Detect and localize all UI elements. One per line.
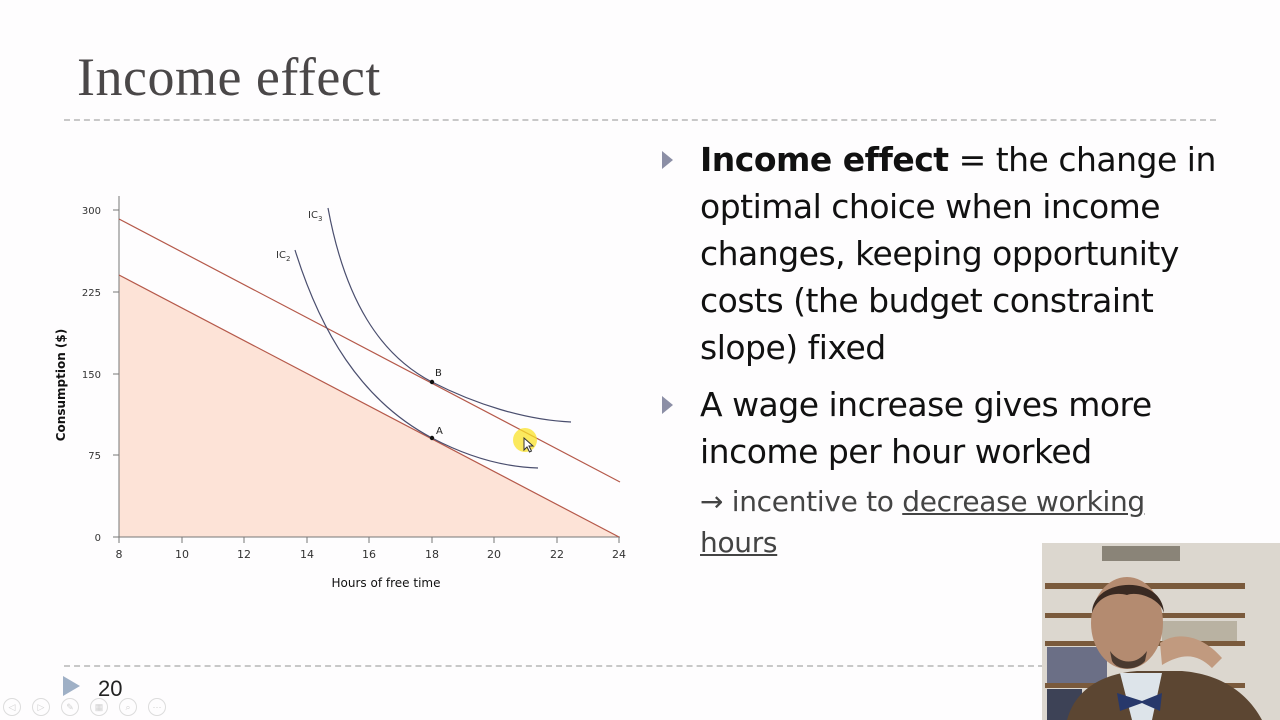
x-ticks bbox=[118, 537, 620, 543]
indifference-curve-ic2 bbox=[294, 249, 539, 469]
sub-bullet-incentive: → incentive to decrease working hours bbox=[662, 481, 1222, 563]
bullet-arrow-icon bbox=[662, 396, 673, 414]
x-tick-labels: 8 10 12 14 16 18 20 22 24 bbox=[116, 548, 627, 561]
title-divider bbox=[64, 119, 1216, 121]
zoom-button[interactable]: ⌕ bbox=[119, 698, 137, 716]
bullet-arrow-icon bbox=[662, 151, 673, 169]
svg-text:150: 150 bbox=[82, 370, 101, 381]
svg-text:300: 300 bbox=[82, 206, 101, 217]
y-axis-label: Consumption ($) bbox=[54, 329, 68, 442]
bullet-text: A wage increase gives more income per ho… bbox=[700, 385, 1152, 471]
svg-text:225: 225 bbox=[82, 288, 101, 299]
svg-text:18: 18 bbox=[425, 548, 439, 561]
bullet-list: Income effect = the change in optimal ch… bbox=[662, 136, 1222, 563]
next-slide-button[interactable]: ▷ bbox=[32, 698, 50, 716]
mouse-pointer-icon bbox=[523, 437, 535, 453]
svg-text:14: 14 bbox=[300, 548, 314, 561]
svg-text:12: 12 bbox=[237, 548, 251, 561]
svg-text:16: 16 bbox=[362, 548, 376, 561]
svg-text:20: 20 bbox=[487, 548, 501, 561]
footer-divider bbox=[64, 665, 1044, 667]
point-b bbox=[429, 379, 435, 385]
x-axis-label: Hours of free time bbox=[332, 576, 441, 590]
sub-bullet-prefix: → incentive to bbox=[700, 485, 903, 518]
see-all-slides-button[interactable]: ▦ bbox=[90, 698, 108, 716]
slide-title: Income effect bbox=[77, 47, 381, 107]
y-ticks bbox=[113, 209, 119, 538]
point-b-label: B bbox=[435, 368, 442, 379]
page-arrow-icon bbox=[63, 676, 80, 696]
bullet-term: Income effect bbox=[700, 140, 949, 179]
budget-line-original bbox=[118, 274, 620, 538]
svg-text:22: 22 bbox=[550, 548, 564, 561]
webcam-video bbox=[1042, 543, 1280, 720]
presenter-video-frame bbox=[1042, 543, 1280, 720]
previous-slide-button[interactable]: ◁ bbox=[3, 698, 21, 716]
bullet-definition: = the change in optimal choice when inco… bbox=[700, 140, 1216, 367]
more-options-button[interactable]: ⋯ bbox=[148, 698, 166, 716]
bullet-income-effect-definition: Income effect = the change in optimal ch… bbox=[662, 136, 1222, 371]
svg-text:24: 24 bbox=[612, 548, 626, 561]
point-a bbox=[429, 435, 435, 441]
svg-text:10: 10 bbox=[175, 548, 189, 561]
pen-tool-button[interactable]: ✎ bbox=[61, 698, 79, 716]
bullet-wage-increase: A wage increase gives more income per ho… bbox=[662, 381, 1222, 475]
page-number: 20 bbox=[98, 676, 123, 701]
y-tick-labels: 300 225 150 75 0 bbox=[82, 206, 101, 544]
sub-bullet-emphasis: decrease working hours bbox=[700, 485, 1145, 559]
ic3-label: IC3 bbox=[308, 210, 322, 223]
svg-text:75: 75 bbox=[88, 451, 101, 462]
income-effect-chart: 300 225 150 75 0 8 10 12 14 16 18 20 22 … bbox=[54, 196, 627, 590]
indifference-curve-ic3 bbox=[327, 207, 572, 423]
ic2-label: IC2 bbox=[276, 250, 290, 263]
svg-text:0: 0 bbox=[95, 533, 101, 544]
point-a-label: A bbox=[436, 426, 443, 437]
svg-text:8: 8 bbox=[116, 548, 123, 561]
slideshow-controls: ◁ ▷ ✎ ▦ ⌕ ⋯ bbox=[3, 698, 166, 716]
